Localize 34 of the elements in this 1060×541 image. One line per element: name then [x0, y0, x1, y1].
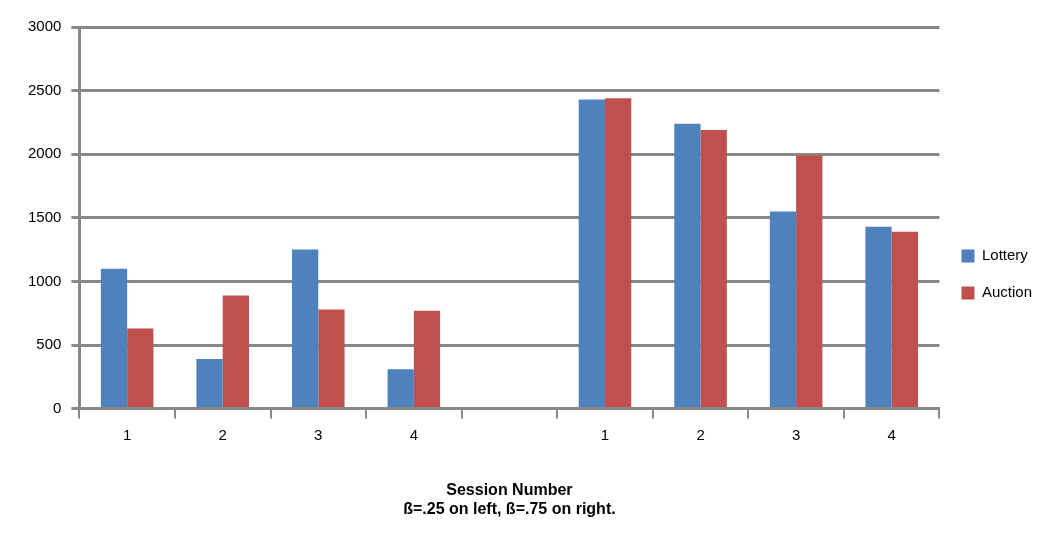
x-tick-label: 3 — [314, 425, 323, 443]
x-tick-label: 3 — [791, 425, 801, 443]
y-tick-label: 0 — [53, 398, 62, 416]
bar — [700, 130, 727, 408]
y-tick-label: 1000 — [27, 271, 62, 289]
x-axis-title: Session Number ß=.25 on left, ß=.75 on right. — [403, 480, 616, 517]
bar — [196, 358, 223, 408]
x-tick-label: 4 — [887, 425, 896, 443]
y-tick-label: 500 — [36, 335, 62, 353]
legend-label: Auction — [981, 283, 1033, 301]
bar — [127, 328, 154, 408]
bar — [222, 295, 249, 408]
bar — [891, 231, 918, 408]
legend-label: Lottery — [981, 246, 1029, 264]
bar — [796, 155, 823, 408]
y-tick-label: 3000 — [27, 17, 62, 35]
x-tick-label: 1 — [600, 425, 610, 443]
x-tick-label: 1 — [122, 425, 132, 443]
y-tick-label: 2000 — [27, 144, 62, 162]
bar — [604, 98, 632, 408]
bar — [578, 99, 605, 408]
x-tick-label: 4 — [409, 425, 419, 443]
bar — [769, 211, 797, 408]
bar — [865, 226, 892, 408]
bar — [318, 309, 345, 408]
bar — [674, 123, 701, 408]
x-tick-label: 2 — [696, 425, 705, 443]
y-tick-label: 2500 — [27, 80, 62, 98]
bar — [387, 369, 414, 408]
bar — [100, 268, 128, 408]
bar — [292, 249, 319, 408]
y-tick-label: 1500 — [27, 207, 62, 225]
bar — [413, 310, 441, 408]
x-tick-label: 2 — [218, 425, 227, 443]
